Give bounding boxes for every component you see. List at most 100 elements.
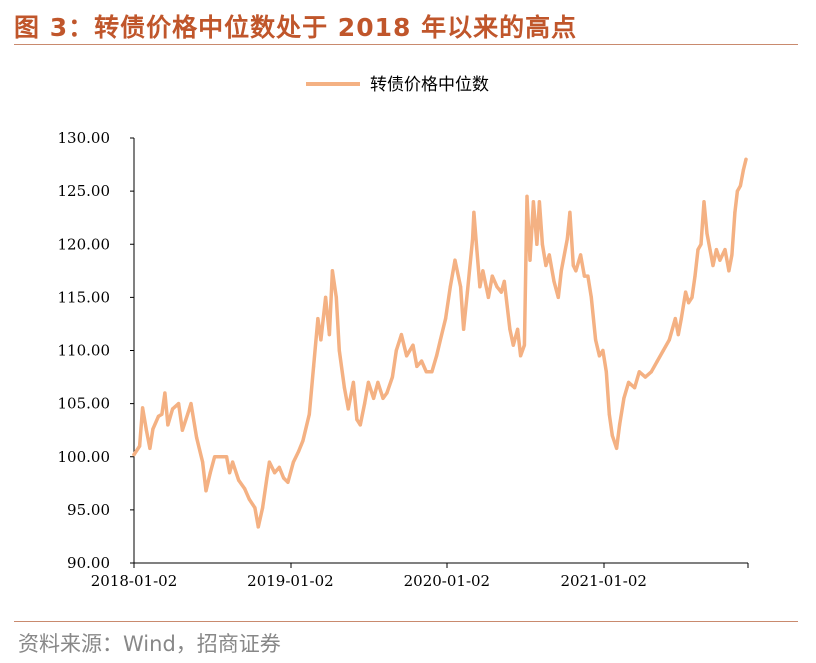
data-point — [607, 412, 611, 416]
data-point — [346, 407, 350, 411]
data-point — [693, 274, 697, 278]
data-point — [148, 446, 152, 450]
data-point — [415, 364, 419, 368]
data-point — [723, 248, 727, 252]
line-chart: 转债价格中位数 90.00 95.00 100.00 105.00 110.00 115.… — [58, 75, 749, 590]
data-point — [247, 497, 251, 501]
data-point — [540, 242, 545, 246]
data-point — [601, 348, 605, 353]
data-point — [571, 263, 575, 268]
data-point — [544, 263, 548, 268]
y-tick-label: 105.00 — [58, 395, 111, 413]
data-point — [643, 375, 647, 379]
data-point — [718, 258, 722, 262]
data-point — [744, 157, 748, 161]
data-point — [132, 453, 136, 457]
data-point — [735, 189, 740, 193]
data-point — [180, 428, 184, 432]
data-point — [163, 391, 167, 395]
data-point — [291, 460, 295, 464]
data-point — [699, 242, 703, 246]
data-point — [394, 348, 398, 353]
data-point — [556, 295, 560, 299]
data-point — [189, 402, 193, 406]
data-point — [186, 412, 190, 416]
data-point — [589, 295, 593, 299]
data-point — [231, 460, 235, 464]
data-point — [618, 423, 622, 427]
data-point — [535, 242, 539, 246]
data-point — [565, 237, 569, 241]
y-tick-label: 115.00 — [58, 288, 111, 306]
data-point — [586, 274, 590, 278]
data-point — [519, 354, 523, 358]
data-point — [633, 386, 637, 390]
data-point — [156, 414, 160, 418]
data-point — [160, 412, 164, 416]
data-point — [151, 427, 155, 431]
data-point — [363, 402, 367, 406]
data-point — [282, 476, 286, 480]
data-point — [579, 253, 583, 257]
data-point — [490, 274, 494, 278]
data-point — [390, 375, 394, 379]
legend: 转债价格中位数 — [306, 75, 489, 95]
data-point — [478, 285, 482, 289]
data-point — [547, 253, 551, 257]
data-point — [679, 317, 683, 321]
data-point — [265, 476, 269, 480]
data-point — [559, 269, 563, 273]
data-point — [267, 460, 271, 464]
data-point — [687, 301, 691, 305]
data-point — [741, 168, 746, 172]
data-point — [243, 487, 247, 491]
data-point — [667, 338, 671, 342]
data-point — [738, 184, 743, 188]
data-point — [319, 338, 323, 342]
data-point — [537, 200, 542, 204]
data-point — [435, 354, 439, 358]
data-point — [225, 455, 229, 459]
data-point — [144, 428, 148, 432]
x-tick-label: 2020-01-02 — [404, 572, 490, 590]
data-point — [568, 210, 572, 214]
data-point — [358, 423, 362, 427]
data-point — [511, 343, 515, 347]
data-point — [622, 396, 626, 400]
data-point — [690, 295, 694, 299]
data-point — [399, 333, 403, 337]
data-point — [330, 269, 334, 273]
data-point — [448, 285, 452, 289]
data-point — [301, 439, 305, 443]
data-point — [676, 333, 680, 337]
data-point — [141, 406, 145, 410]
data-point — [610, 433, 614, 438]
title-divider — [14, 44, 798, 45]
data-point — [261, 506, 265, 510]
data-point — [166, 423, 170, 427]
x-tick-label: 2018-01-02 — [91, 572, 177, 590]
data-point — [355, 418, 359, 422]
data-point — [711, 263, 715, 268]
data-point — [597, 354, 602, 358]
data-point — [219, 455, 223, 459]
data-point — [649, 370, 653, 374]
data-point — [655, 359, 659, 363]
data-point — [228, 471, 232, 475]
x-tick-label: 2021-01-02 — [560, 572, 646, 590]
figure-title: 图 3：转债价格中位数处于 2018 年以来的高点 — [14, 13, 578, 42]
data-point — [471, 237, 475, 241]
y-axis: 90.00 95.00 100.00 105.00 110.00 115.00 120.00… — [58, 129, 135, 572]
data-point — [237, 478, 241, 482]
data-point — [444, 317, 448, 321]
y-tick-label: 110.00 — [58, 342, 111, 360]
data-point — [684, 290, 688, 294]
data-point — [705, 232, 709, 236]
data-point — [574, 269, 578, 273]
series-points — [132, 157, 748, 529]
y-tick-label: 125.00 — [58, 182, 111, 200]
y-axis-ticks: 90.00 95.00 100.00 105.00 110.00 115.00 120.00… — [58, 129, 134, 572]
data-point — [171, 407, 175, 411]
data-point — [727, 269, 731, 273]
data-point — [411, 343, 415, 347]
